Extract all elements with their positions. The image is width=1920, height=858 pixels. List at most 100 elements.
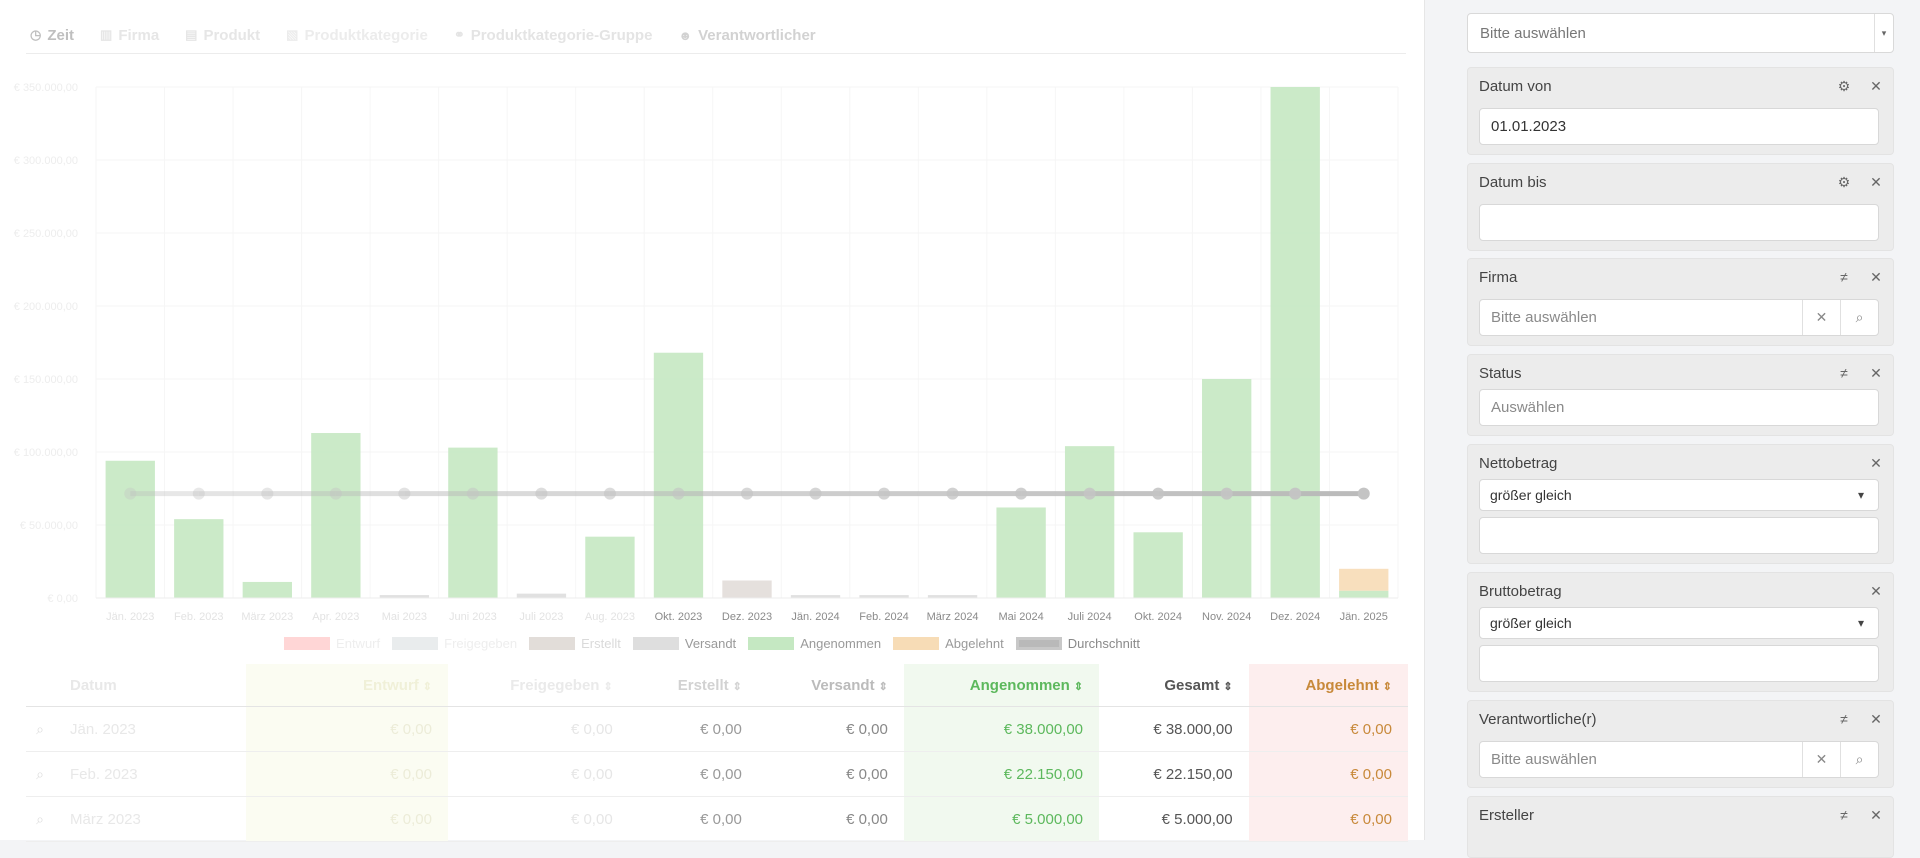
average-point (1220, 487, 1233, 500)
verantwortliche-input[interactable]: Bitte auswählen ✕ ⌕ (1479, 741, 1879, 778)
cell-freigegeben: € 0,00 (448, 751, 629, 797)
gear-icon[interactable]: ⚙ (1837, 174, 1851, 190)
bar-angenommen (1133, 532, 1183, 598)
cell-angenommen: € 5.000,00 (903, 796, 1100, 842)
tab-produkt[interactable]: ▤ Produkt (185, 22, 260, 48)
tab-firma[interactable]: ▥ Firma (100, 22, 159, 48)
sort-icon[interactable]: ⇕ (1223, 680, 1233, 693)
netto-operator-value: größer gleich (1490, 487, 1572, 503)
close-icon[interactable]: ✕ (1870, 269, 1882, 285)
header-entwurf[interactable]: Entwurf ⇕ (246, 664, 448, 707)
brutto-operator-select[interactable]: größer gleich ▾ (1479, 607, 1879, 639)
header-abgelehnt[interactable]: Abgelehnt ⇕ (1248, 664, 1408, 707)
netto-value-input[interactable] (1479, 517, 1879, 554)
not-equal-icon[interactable]: ≠ (1840, 807, 1848, 823)
close-icon[interactable]: ✕ (1870, 807, 1882, 823)
not-equal-icon[interactable]: ≠ (1840, 365, 1848, 381)
brutto-value-input[interactable] (1479, 645, 1879, 682)
search-icon[interactable]: ⌕ (1840, 300, 1878, 335)
x-tick-label: Juli 2023 (519, 611, 563, 623)
average-point (603, 487, 616, 500)
sort-icon[interactable]: ⇕ (1382, 680, 1392, 693)
tab-label: Produktkategorie-Gruppe (470, 26, 653, 44)
legend-item[interactable]: Erstellt (529, 636, 621, 651)
sort-icon[interactable]: ⇕ (603, 680, 613, 693)
close-icon[interactable]: ✕ (1870, 365, 1882, 381)
legend-label: Freigegeben (444, 636, 518, 651)
bar-angenommen (996, 507, 1046, 598)
chevron-down-icon: ▾ (1857, 616, 1865, 630)
legend-item[interactable]: Entwurf (284, 636, 380, 651)
header-erstellt[interactable]: Erstellt ⇕ (628, 664, 758, 707)
cell-angenommen: € 38.000,00 (903, 706, 1100, 752)
search-icon[interactable]: ⌕ (26, 751, 54, 797)
x-tick-label: Jän. 2025 (1340, 611, 1388, 623)
legend-label: Durchschnitt (1067, 636, 1140, 651)
y-tick-label: € 250.000,00 (14, 228, 78, 240)
tab-produktkategorie[interactable]: ▧ Produktkategorie (286, 22, 428, 48)
header-datum[interactable]: Datum (54, 664, 246, 707)
clear-icon[interactable]: ✕ (1802, 300, 1840, 335)
legend-item[interactable]: Versandt (632, 636, 736, 651)
tab-produktkategorie-gruppe[interactable]: ⚭ Produktkategorie-Gruppe (454, 22, 653, 48)
table-row: ⌕ Jän. 2023 € 0,00 € 0,00 € 0,00 € 0,00 … (26, 706, 1408, 752)
filter-bruttobetrag: Bruttobetrag ✕ größer gleich ▾ (1467, 572, 1894, 692)
close-icon[interactable]: ✕ (1870, 174, 1882, 190)
cell-entwurf: € 0,00 (246, 751, 448, 797)
cell-freigegeben: € 0,00 (448, 706, 629, 752)
sort-icon[interactable]: ⇕ (732, 680, 742, 693)
bar-versandt (859, 595, 909, 598)
close-icon[interactable]: ✕ (1870, 78, 1882, 94)
gear-icon[interactable]: ⚙ (1837, 78, 1851, 94)
cell-angenommen: € 22.150,00 (903, 751, 1100, 797)
average-point (946, 487, 959, 500)
legend-item[interactable]: Freigegeben (392, 636, 517, 651)
header-angenommen[interactable]: Angenommen ⇕ (903, 664, 1100, 707)
legend-item[interactable]: Abgelehnt (893, 636, 1004, 651)
header-versandt[interactable]: Versandt ⇕ (757, 664, 904, 707)
legend-label: Abgelehnt (945, 636, 1004, 651)
search-icon[interactable]: ⌕ (26, 706, 54, 752)
legend-label: Angenommen (800, 636, 882, 651)
average-point (261, 487, 274, 500)
bar-angenommen (1064, 446, 1115, 598)
sort-icon[interactable]: ⇕ (1073, 680, 1084, 693)
cell-entwurf: € 0,00 (246, 706, 448, 752)
netto-operator-select[interactable]: größer gleich ▾ (1479, 479, 1879, 511)
datum-bis-input[interactable] (1479, 204, 1879, 241)
clear-icon[interactable]: ✕ (1802, 742, 1840, 777)
x-tick-label: Juni 2023 (449, 611, 497, 623)
cell-date: Jän. 2023 (54, 706, 246, 752)
top-select[interactable]: Bitte auswählen ▾ (1467, 13, 1894, 53)
close-icon[interactable]: ✕ (1870, 583, 1882, 599)
datum-von-input[interactable]: 01.01.2023 (1479, 108, 1879, 145)
not-equal-icon[interactable]: ≠ (1840, 269, 1848, 285)
average-point (1152, 487, 1165, 500)
tab-divider (26, 53, 1406, 54)
x-tick-label: Mai 2023 (382, 611, 427, 623)
cell-entwurf: € 0,00 (246, 796, 448, 842)
tab-verantwortlicher[interactable]: ☻ Verantwortlicher (678, 22, 815, 48)
search-icon[interactable]: ⌕ (1840, 742, 1878, 777)
close-icon[interactable]: ✕ (1870, 455, 1882, 471)
filter-status: Status ≠ ✕ Auswählen (1467, 354, 1894, 436)
legend-item[interactable]: Durchschnitt (1015, 636, 1140, 651)
cell-abgelehnt: € 0,00 (1248, 796, 1408, 842)
not-equal-icon[interactable]: ≠ (1840, 711, 1848, 727)
sort-icon[interactable]: ⇕ (878, 680, 888, 693)
x-tick-label: Feb. 2023 (174, 611, 224, 623)
header-gesamt[interactable]: Gesamt ⇕ (1099, 664, 1249, 707)
tab-label: Verantwortlicher (698, 26, 816, 44)
search-icon[interactable]: ⌕ (26, 796, 54, 842)
close-icon[interactable]: ✕ (1870, 711, 1882, 727)
bar-versandt (516, 593, 567, 598)
cell-freigegeben: € 0,00 (448, 796, 629, 842)
status-input[interactable]: Auswählen (1479, 389, 1879, 426)
legend-label: Entwurf (336, 636, 381, 651)
average-point (878, 487, 891, 500)
legend-item[interactable]: Angenommen (748, 636, 881, 651)
tab-zeit[interactable]: ◷ Zeit (30, 22, 74, 48)
firma-input[interactable]: Bitte auswählen ✕ ⌕ (1479, 299, 1879, 336)
sort-icon[interactable]: ⇕ (422, 680, 432, 693)
header-freigegeben[interactable]: Freigegeben ⇕ (448, 664, 629, 707)
